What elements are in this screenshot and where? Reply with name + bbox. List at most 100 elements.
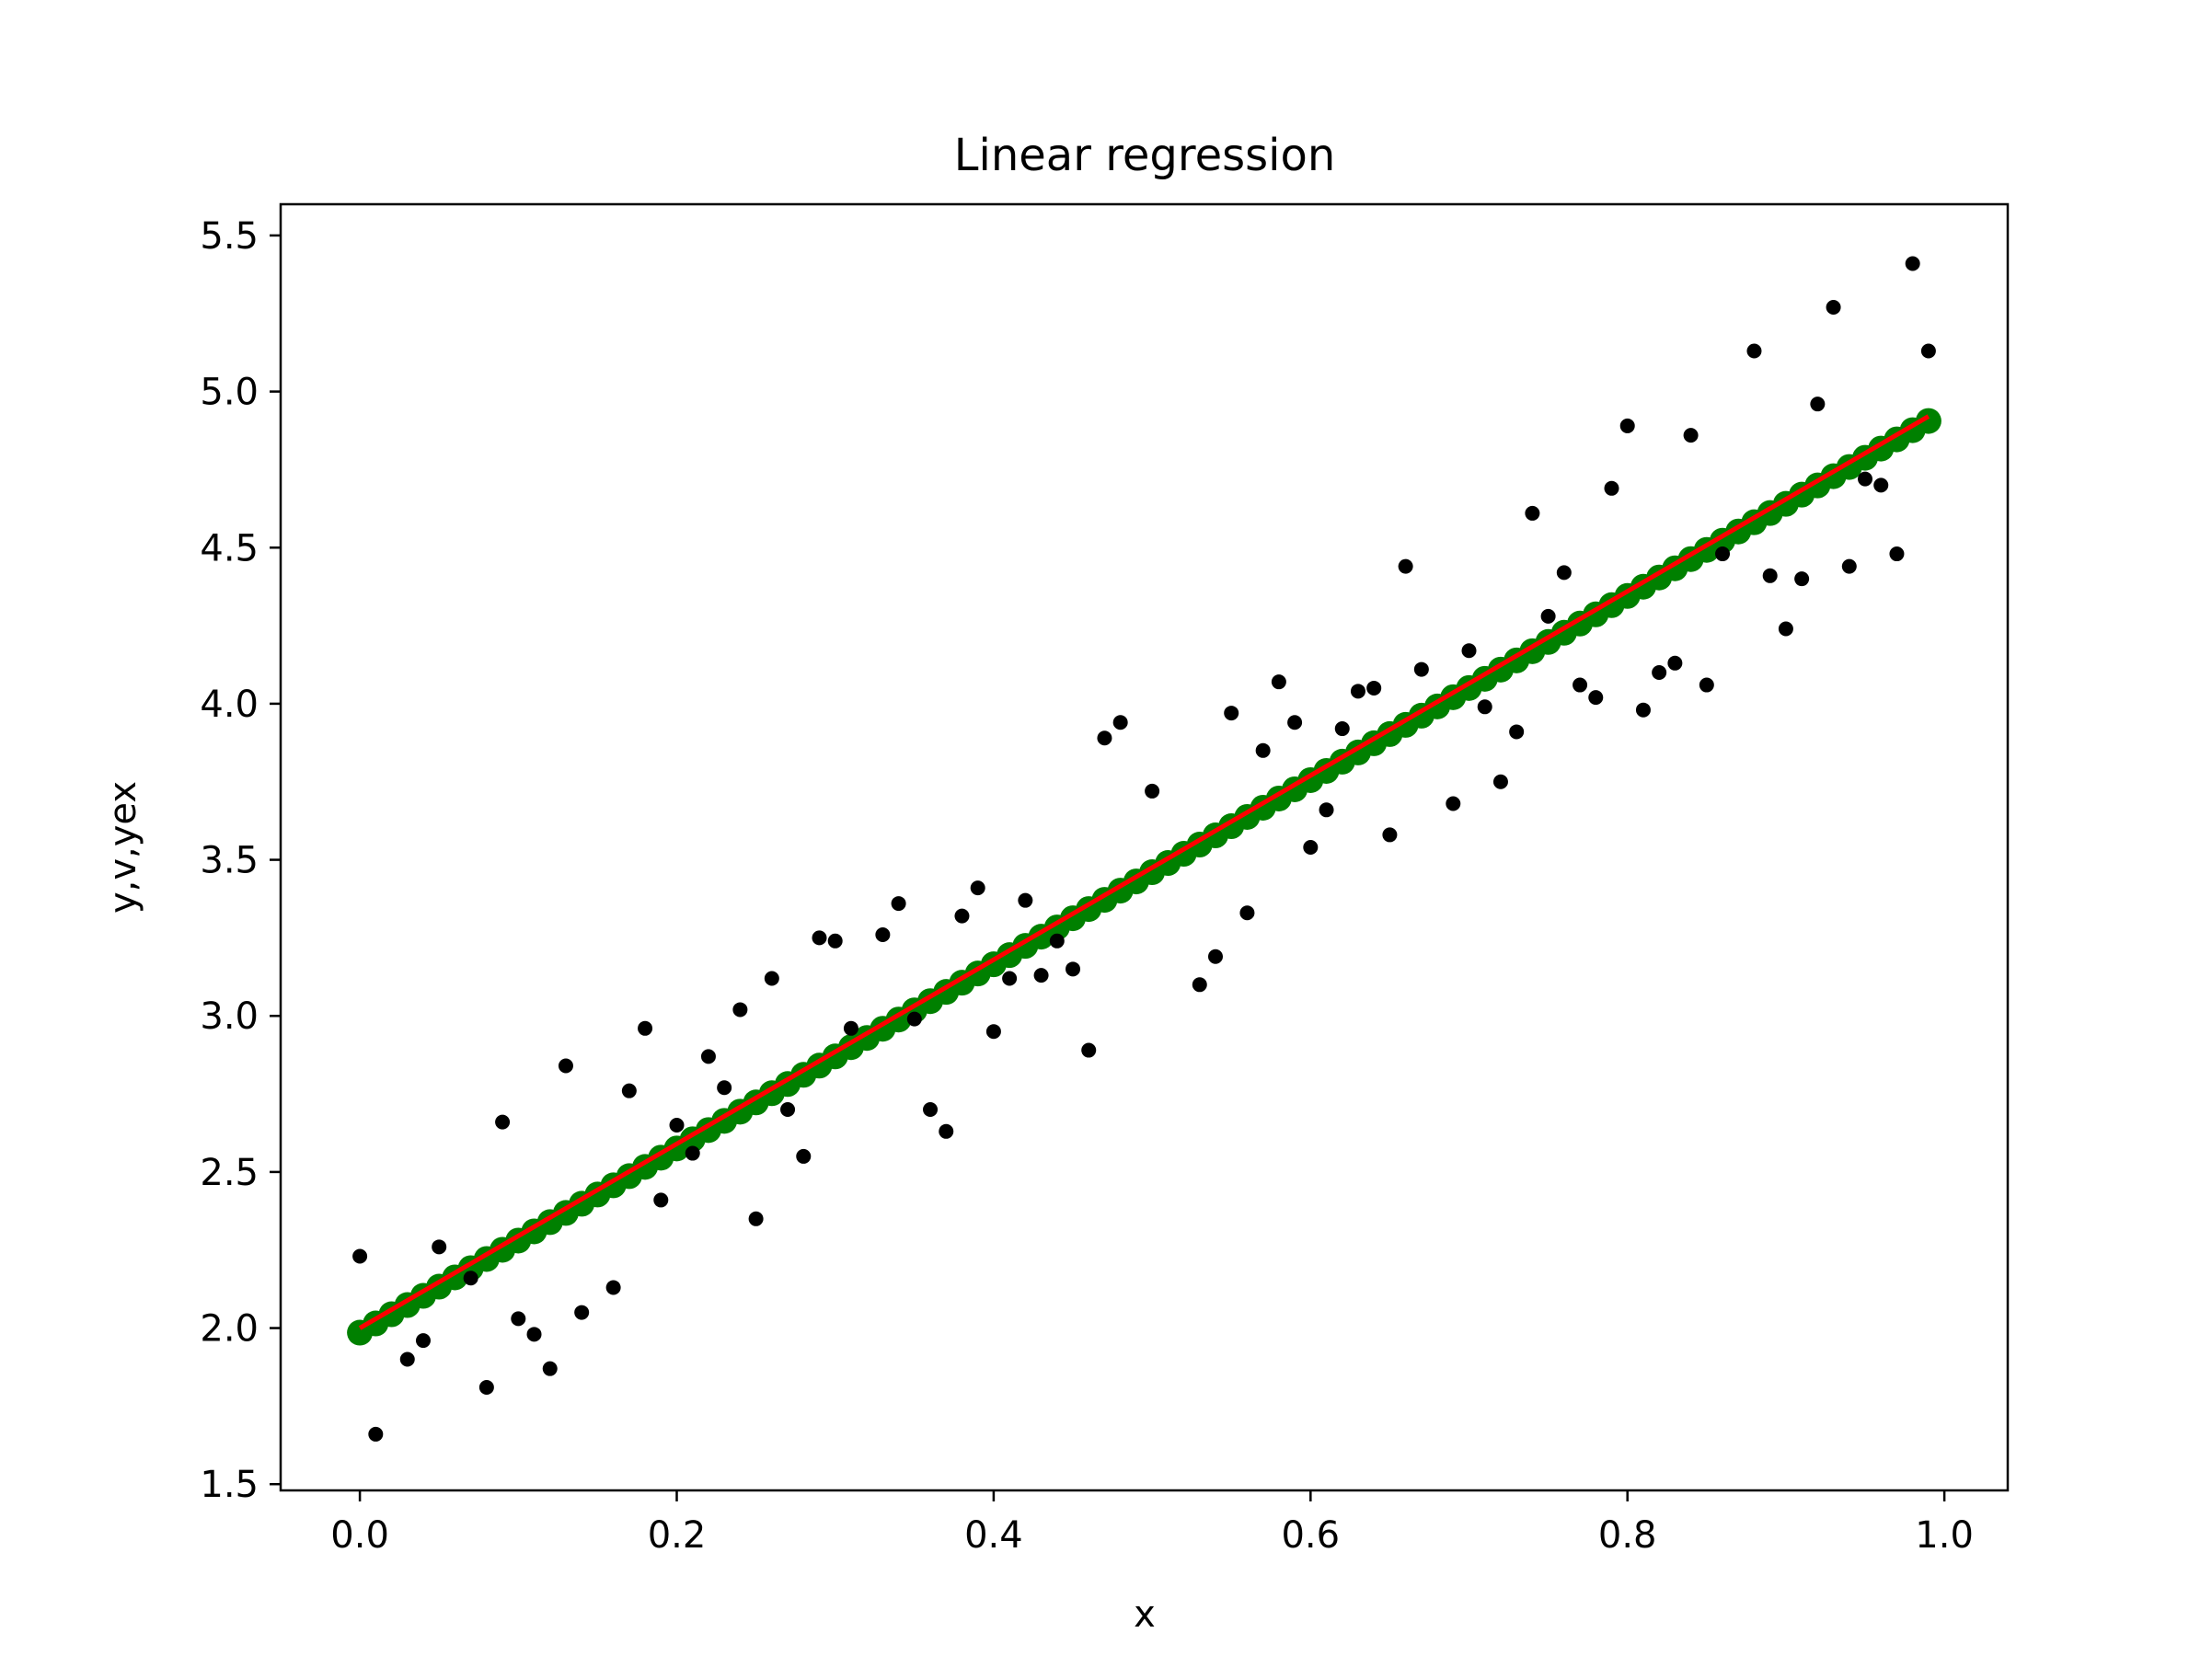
black-data-point <box>1271 674 1286 690</box>
black-data-point <box>1097 730 1112 746</box>
black-data-point <box>923 1102 939 1118</box>
black-data-point <box>1826 299 1841 315</box>
black-data-point <box>399 1351 415 1367</box>
black-data-point <box>621 1083 637 1098</box>
black-data-point <box>970 880 985 896</box>
black-data-point <box>1461 643 1477 659</box>
black-data-point <box>1683 428 1699 443</box>
black-data-point <box>1746 343 1762 359</box>
y-tick-label: 5.0 <box>200 372 259 414</box>
black-data-point <box>1652 664 1667 680</box>
black-data-point <box>1778 621 1793 637</box>
black-data-point <box>906 1011 922 1027</box>
black-data-point <box>368 1426 384 1442</box>
black-data-point <box>1207 949 1223 964</box>
green-marker-series <box>347 408 1941 1346</box>
green-marker-point <box>1915 408 1941 434</box>
black-data-point <box>1066 961 1081 977</box>
black-data-point <box>1873 477 1889 493</box>
black-data-point <box>605 1280 621 1295</box>
black-data-point <box>875 927 891 943</box>
black-data-point <box>1540 608 1556 624</box>
black-data-point <box>1018 892 1033 908</box>
black-data-point <box>954 908 970 924</box>
black-data-point <box>511 1311 526 1327</box>
black-data-point <box>1858 471 1873 487</box>
black-data-point <box>1794 571 1810 587</box>
black-data-point <box>352 1248 368 1264</box>
black-data-point <box>1715 546 1731 562</box>
black-data-point <box>1192 977 1207 993</box>
black-data-point <box>1224 706 1239 721</box>
black-data-point <box>1477 699 1492 715</box>
plot-area <box>279 202 2010 1492</box>
black-data-point <box>1588 690 1604 706</box>
y-tick-label: 3.5 <box>200 840 259 882</box>
x-tick-label: 0.6 <box>1281 1514 1340 1557</box>
black-data-point <box>1810 397 1826 412</box>
black-data-point <box>1366 680 1382 696</box>
y-tick-label: 5.5 <box>200 215 259 258</box>
black-data-point <box>1889 546 1905 562</box>
black-data-point <box>432 1239 447 1255</box>
black-data-point <box>1033 968 1049 983</box>
y-tick-label: 4.0 <box>200 684 259 726</box>
black-data-point <box>1635 702 1651 718</box>
black-data-point <box>478 1380 494 1396</box>
plot-frame <box>279 202 2010 1492</box>
black-data-point <box>1525 505 1540 521</box>
black-data-point <box>463 1271 478 1286</box>
black-data-point <box>985 1024 1001 1040</box>
black-data-point <box>1112 715 1128 730</box>
black-data-point <box>1699 677 1714 693</box>
black-data-point <box>1382 827 1398 843</box>
x-tick-label: 0.8 <box>1598 1514 1657 1557</box>
black-dot-series <box>352 256 1936 1442</box>
red-fit-line-series <box>358 414 1930 1330</box>
black-data-point <box>1841 558 1857 574</box>
chart-title: Linear regression <box>954 130 1335 181</box>
black-data-point <box>1287 715 1303 730</box>
black-data-point <box>669 1117 685 1133</box>
black-data-point <box>939 1123 954 1139</box>
black-data-point <box>764 971 779 986</box>
black-data-point <box>558 1058 573 1074</box>
black-data-point <box>1762 568 1778 583</box>
black-data-point <box>700 1049 716 1064</box>
black-data-point <box>1334 721 1350 737</box>
black-data-point <box>526 1327 542 1342</box>
black-data-point <box>1573 677 1588 693</box>
black-data-point <box>415 1333 431 1349</box>
black-data-point <box>891 896 906 912</box>
plot-background <box>281 204 2008 1490</box>
black-data-point <box>1619 418 1635 433</box>
y-tick-label: 2.5 <box>200 1152 259 1194</box>
black-data-point <box>1319 802 1334 818</box>
x-tick-label: 0.0 <box>330 1514 389 1557</box>
black-data-point <box>843 1020 858 1036</box>
black-data-point <box>1667 655 1683 671</box>
black-data-point <box>1255 742 1271 758</box>
x-tick-label: 0.2 <box>648 1514 707 1557</box>
black-data-point <box>1350 684 1365 699</box>
black-data-point <box>574 1305 590 1320</box>
black-data-point <box>827 933 843 949</box>
black-data-point <box>495 1114 511 1130</box>
black-data-point <box>685 1145 700 1161</box>
x-axis: 0.0 0.2 0.4 0.6 0.8 1.0 <box>330 1490 1974 1557</box>
black-data-point <box>1920 343 1936 359</box>
y-tick-label: 3.0 <box>200 995 259 1038</box>
y-tick-label: 1.5 <box>200 1464 259 1506</box>
black-data-point <box>1446 796 1461 811</box>
y-axis-label: y,v,yex <box>102 781 144 914</box>
black-data-point <box>1081 1042 1097 1058</box>
black-data-point <box>1905 256 1920 271</box>
black-data-point <box>1413 661 1429 677</box>
y-tick-label: 4.5 <box>200 527 259 569</box>
black-data-point <box>1604 480 1619 496</box>
black-data-point <box>638 1020 653 1036</box>
black-data-point <box>796 1148 812 1164</box>
x-tick-label: 1.0 <box>1915 1514 1974 1557</box>
black-data-point <box>653 1192 669 1208</box>
